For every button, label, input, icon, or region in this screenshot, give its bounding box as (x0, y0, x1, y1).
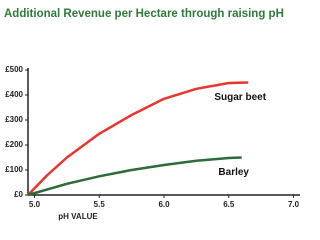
y-tick-label: £200 (5, 140, 23, 149)
x-tick-label: 5.5 (94, 200, 106, 209)
chart-title: Additional Revenue per Hectare through r… (4, 8, 284, 20)
y-tick-label: £400 (5, 90, 23, 99)
line (27, 156, 242, 197)
y-tick-label: £100 (5, 165, 23, 174)
x-axis-label: pH VALUE (58, 212, 98, 221)
series-label: Barley (218, 167, 249, 178)
page: Additional Revenue per Hectare through r… (4, 8, 300, 222)
y-tick-label: £0 (14, 190, 23, 199)
line (27, 81, 249, 196)
x-tick-label: 6.5 (223, 200, 235, 209)
x-tick-label: 6.0 (158, 200, 170, 209)
y-tick-label: £500 (5, 65, 23, 74)
series-label: Sugar beet (214, 92, 266, 103)
x-tick-label: 5.0 (29, 200, 41, 209)
x-tick-label: 7.0 (288, 200, 300, 209)
y-tick-label: £300 (5, 115, 23, 124)
chart: Additional Revenue per Hectare through r… (4, 8, 300, 221)
